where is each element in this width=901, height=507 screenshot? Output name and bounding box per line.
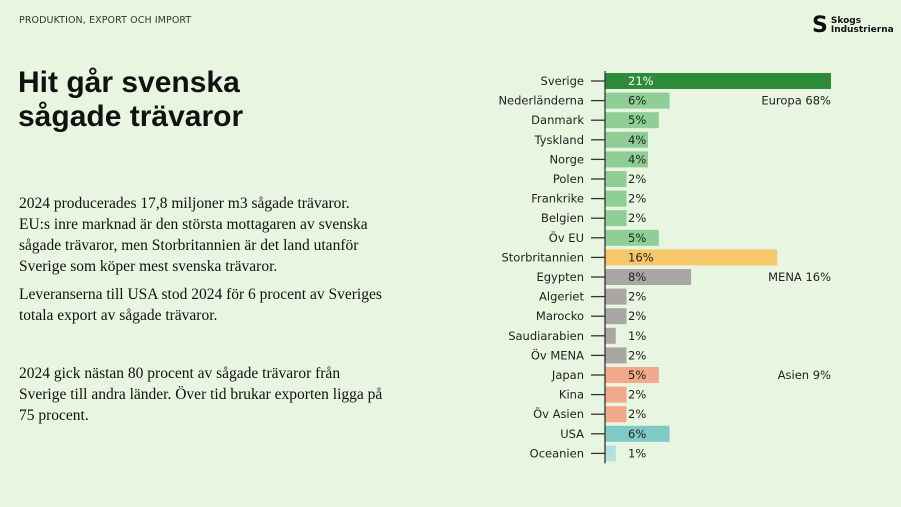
category-label: Marocko xyxy=(536,309,584,323)
category-label: Öv Asien xyxy=(533,405,584,421)
logo-wordmark: Skogs Industrierna xyxy=(830,16,894,35)
data-label: 2% xyxy=(628,172,646,186)
category-label: Egypten xyxy=(536,270,584,284)
category-label: Danmark xyxy=(531,113,584,127)
data-label: 5% xyxy=(628,368,646,382)
data-label: 2% xyxy=(628,290,646,304)
bar-egypten xyxy=(605,269,692,285)
category-label: Frankrike xyxy=(531,192,584,206)
bar-oceanien xyxy=(605,445,616,462)
bar-storbritannien xyxy=(605,249,778,266)
data-label: 6% xyxy=(628,427,646,441)
bar-sverige xyxy=(605,73,831,89)
category-label: Saudiarabien xyxy=(508,329,584,343)
data-label: 1% xyxy=(628,329,646,343)
category-label: Norge xyxy=(549,152,584,166)
data-label: 21% xyxy=(628,74,654,88)
data-label: 1% xyxy=(628,446,646,460)
bar-nederländerna xyxy=(605,92,670,109)
data-label: 2% xyxy=(628,348,646,362)
category-label: Polen xyxy=(553,172,584,186)
bar-tyskland xyxy=(605,131,649,148)
bar-algeriet xyxy=(605,288,627,305)
paragraph-usa: Leveranserna till USA stod 2024 för 6 pr… xyxy=(19,286,382,324)
category-label: Japan xyxy=(551,368,584,382)
bar-öv-eu xyxy=(605,229,659,246)
category-label: Oceanien xyxy=(530,446,584,460)
category-label: USA xyxy=(560,427,584,441)
bar-kina xyxy=(605,386,627,403)
data-label: 8% xyxy=(628,270,646,284)
data-label: 5% xyxy=(628,113,646,127)
bar-norge xyxy=(605,151,649,168)
category-label: Sverige xyxy=(541,74,584,88)
category-label: Belgien xyxy=(541,211,584,225)
data-label: 5% xyxy=(628,231,646,245)
bar-polen xyxy=(605,171,627,187)
paragraph-production: 2024 producerades 17,8 miljoner m3 sågad… xyxy=(19,195,368,275)
section-kicker: PRODUKTION, EXPORT OCH IMPORT xyxy=(19,15,192,26)
data-label: 4% xyxy=(628,152,646,166)
bar-öv-asien xyxy=(605,406,627,423)
data-label: 2% xyxy=(628,309,646,323)
logo-s-icon: S xyxy=(812,13,828,38)
data-label: 6% xyxy=(628,94,646,108)
bar-öv-mena xyxy=(605,347,627,364)
data-label: 2% xyxy=(628,211,646,225)
category-label: Kina xyxy=(559,388,584,402)
region-total-label: Asien 9% xyxy=(778,368,831,382)
data-label: 2% xyxy=(628,388,646,402)
bar-marocko xyxy=(605,308,627,325)
data-label: 2% xyxy=(628,192,646,206)
category-label: Öv MENA xyxy=(531,346,584,362)
skogsindustrierna-logo: S Skogs Industrierna xyxy=(812,13,894,38)
category-label: Tyskland xyxy=(533,133,584,147)
data-label: 2% xyxy=(628,407,646,421)
paragraph-export-share: 2024 gick nästan 80 procent av sågade tr… xyxy=(19,365,383,424)
bar-frankrike xyxy=(605,190,627,207)
region-total-label: Europa 68% xyxy=(761,94,831,108)
bar-saudiarabien xyxy=(605,327,616,344)
category-label: Algeriet xyxy=(539,290,584,304)
bar-japan xyxy=(605,367,659,383)
data-label: 16% xyxy=(628,250,654,264)
category-label: Öv EU xyxy=(549,229,584,245)
data-label: 4% xyxy=(628,133,646,147)
bar-belgien xyxy=(605,210,627,227)
region-total-label: MENA 16% xyxy=(768,270,831,284)
page-title: Hit går svenska sågade trävaror xyxy=(18,66,244,133)
bar-usa xyxy=(605,425,670,442)
category-label: Nederländerna xyxy=(498,94,584,108)
bar-danmark xyxy=(605,112,659,129)
category-label: Storbritannien xyxy=(502,250,585,264)
